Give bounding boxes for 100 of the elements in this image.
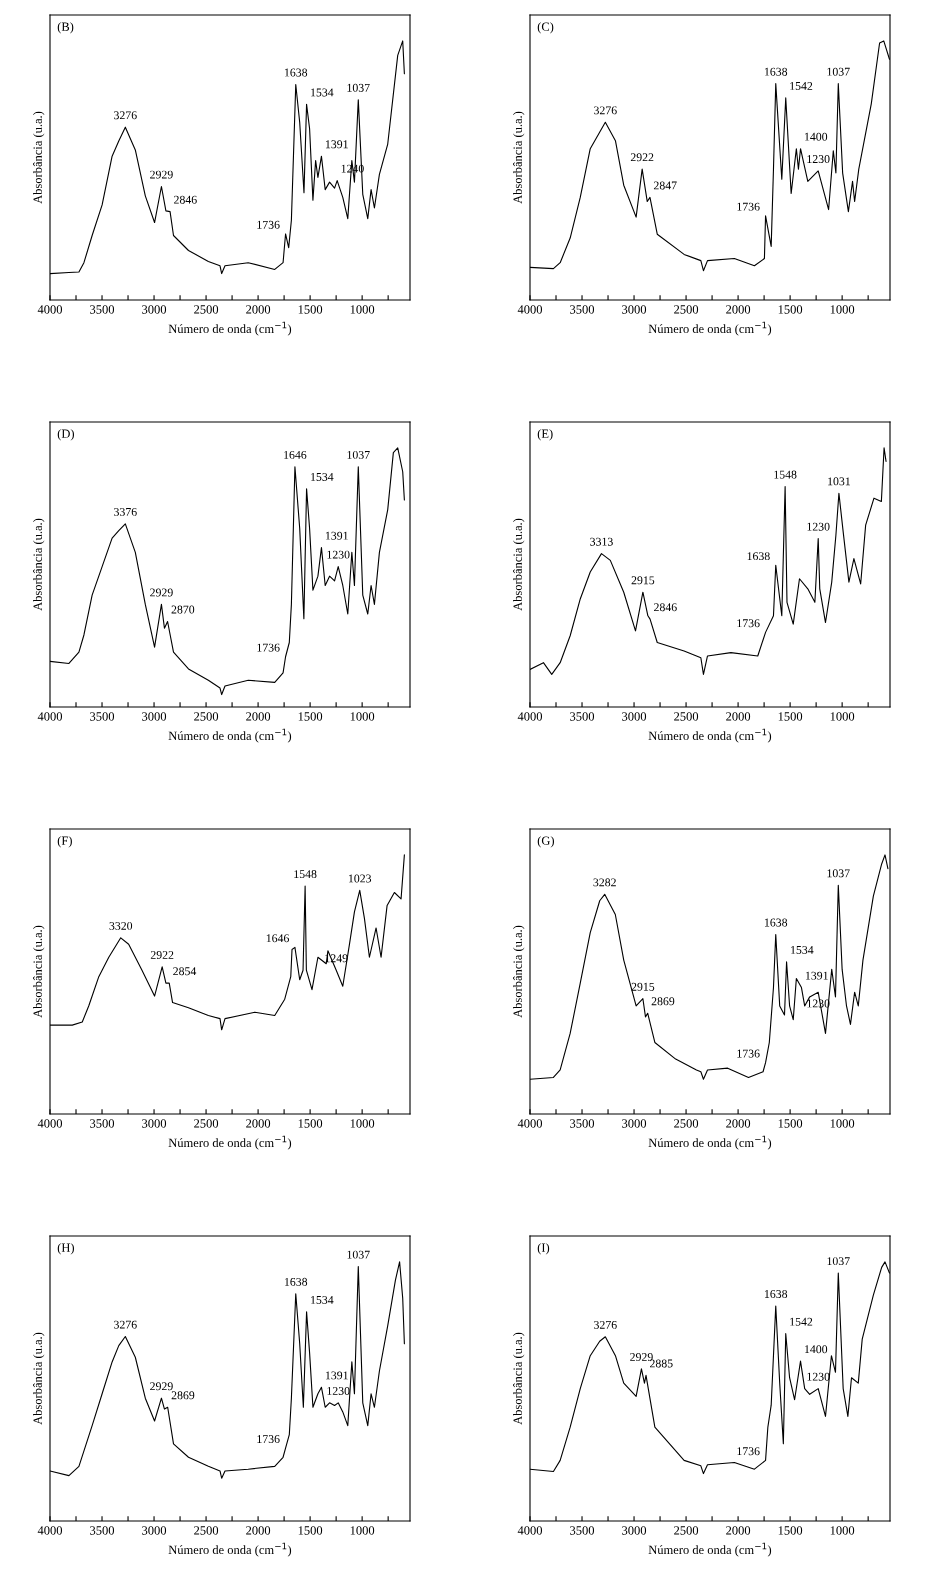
x-tick-label: 2000 <box>726 305 751 314</box>
chart-title: (G) <box>537 836 554 848</box>
x-tick-label: 2000 <box>726 712 751 721</box>
annotation: 2846 <box>654 603 677 612</box>
x-axis-title: Número de onda (cm$^{−1}$) <box>168 1135 292 1150</box>
annotation: 1548 <box>294 870 317 879</box>
annotation: 1736 <box>257 1435 280 1444</box>
x-tick-label: 4000 <box>517 305 543 314</box>
annotation: 1534 <box>791 946 814 954</box>
annotation: 2915 <box>631 576 655 585</box>
annotation: 3313 <box>590 537 613 546</box>
annotation: 1638 <box>764 918 788 927</box>
y-axis-title: Absorbância (u.a.) <box>33 518 45 611</box>
annotation: 1736 <box>257 643 280 652</box>
annotation: 2915 <box>631 982 655 991</box>
annotation: 1037 <box>827 1257 850 1266</box>
x-tick-label: 1500 <box>778 1119 803 1128</box>
x-axis-title: Número de onda (cm$^{−1}$) <box>648 1135 772 1150</box>
x-tick-label: 4000 <box>517 1119 543 1128</box>
annotation: 1230 <box>327 1386 350 1395</box>
annotation: 3276 <box>594 1320 617 1329</box>
annotation: 1031 <box>828 477 851 486</box>
x-tick-label: 3500 <box>90 1119 115 1128</box>
x-tick-label: 4000 <box>37 1526 63 1535</box>
x-tick-label: 3000 <box>622 1119 647 1128</box>
x-tick-label: 1000 <box>350 305 375 314</box>
annotation: 2846 <box>174 195 197 204</box>
y-axis-title: Absorbância (u.a.) <box>33 111 45 204</box>
y-axis-title: Absorbância (u.a.) <box>33 1332 45 1425</box>
annotation: 2847 <box>653 181 677 190</box>
chart-title: (I) <box>537 1243 550 1255</box>
annotation: 3320 <box>109 921 133 930</box>
annotation: 3282 <box>593 878 616 887</box>
x-tick-label: 2500 <box>674 712 699 721</box>
chart-title: (D) <box>57 429 74 441</box>
annotation: 1534 <box>311 472 334 481</box>
annotation: 2922 <box>630 153 654 162</box>
y-axis-title: Absorbância (u.a.) <box>513 925 525 1018</box>
chart-title: (C) <box>537 22 554 34</box>
annotation: 1400 <box>805 132 828 141</box>
x-axis-title: Número de onda (cm$^{−1}$) <box>168 321 292 336</box>
x-tick-label: 4000 <box>517 1526 543 1535</box>
annotation: 1638 <box>284 68 308 77</box>
x-tick-label: 4000 <box>37 305 63 314</box>
annotation: 2854 <box>173 967 197 976</box>
x-tick-label: 3500 <box>90 305 115 314</box>
annotation: 1638 <box>747 552 770 561</box>
x-axis-title: Número de onda (cm$^{−1}$) <box>648 321 772 336</box>
x-tick-label: 3000 <box>142 1119 167 1128</box>
y-axis-title: Absorbância (u.a.) <box>513 1332 525 1425</box>
annotation: 2929 <box>150 588 173 597</box>
annotation: 3276 <box>114 1320 137 1329</box>
x-tick-label: 3500 <box>570 1526 595 1535</box>
x-tick-label: 2000 <box>726 1526 751 1535</box>
y-axis-title: Absorbância (u.a.) <box>513 111 525 204</box>
annotation: 2922 <box>150 950 174 959</box>
annotation: 1037 <box>347 450 370 459</box>
x-tick-label: 1500 <box>778 1526 803 1535</box>
x-tick-label: 4000 <box>37 1119 63 1128</box>
y-axis-title: Absorbância (u.a.) <box>33 925 45 1018</box>
annotation: 1534 <box>311 1296 334 1304</box>
x-tick-label: 1500 <box>778 712 803 721</box>
annotation: 1638 <box>764 67 788 76</box>
x-tick-label: 1500 <box>298 1526 323 1535</box>
x-tick-label: 3000 <box>142 305 167 314</box>
x-tick-label: 2500 <box>194 1119 219 1128</box>
x-tick-label: 1000 <box>830 1526 855 1535</box>
annotation: 2929 <box>150 1382 173 1391</box>
x-tick-label: 2500 <box>674 1119 699 1128</box>
x-tick-label: 3500 <box>570 305 595 314</box>
x-tick-label: 2500 <box>674 305 699 314</box>
annotation: 1400 <box>805 1345 828 1354</box>
x-tick-label: 2500 <box>194 305 219 314</box>
x-tick-label: 3500 <box>90 1526 115 1535</box>
chart-title: (H) <box>57 1243 74 1255</box>
annotation: 1037 <box>347 1250 370 1259</box>
x-tick-label: 2500 <box>194 712 219 721</box>
x-tick-label: 2000 <box>726 1119 751 1128</box>
annotation: 1037 <box>827 67 850 76</box>
x-tick-label: 1000 <box>350 1119 375 1128</box>
chart-title: (B) <box>57 22 74 34</box>
x-tick-label: 3500 <box>570 1119 595 1128</box>
x-tick-label: 4000 <box>37 712 63 721</box>
x-tick-label: 2500 <box>194 1526 219 1535</box>
x-tick-label: 1000 <box>350 1526 375 1535</box>
x-tick-label: 3000 <box>142 1526 167 1535</box>
x-tick-label: 3000 <box>142 712 167 721</box>
annotation: 2885 <box>650 1359 673 1368</box>
x-tick-label: 1000 <box>830 305 855 314</box>
annotation: 1736 <box>737 1049 760 1058</box>
annotation: 1230 <box>327 550 350 559</box>
x-tick-label: 2000 <box>246 1119 271 1128</box>
annotation: 1391 <box>325 1371 348 1380</box>
annotation: 3376 <box>114 507 137 516</box>
x-tick-label: 1500 <box>298 305 323 314</box>
annotation: 1230 <box>807 522 830 531</box>
annotation: 1736 <box>737 202 760 211</box>
chart-title: (F) <box>57 836 72 848</box>
x-tick-label: 2500 <box>674 1526 699 1535</box>
annotation: 1736 <box>737 1447 760 1456</box>
